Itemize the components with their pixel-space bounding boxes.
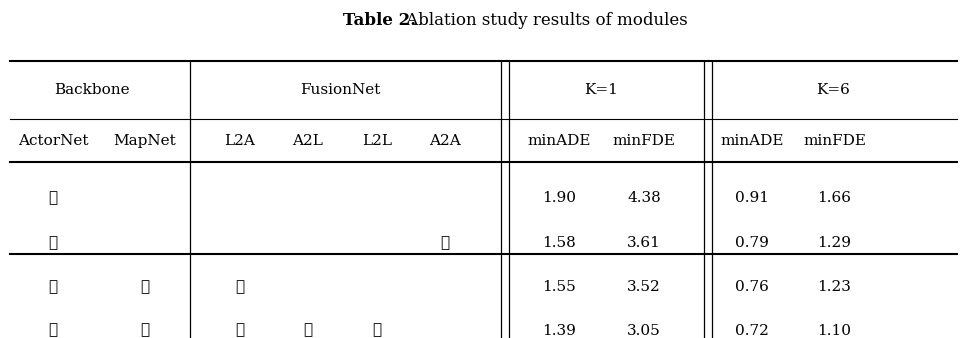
- Text: L2A: L2A: [224, 134, 255, 148]
- Text: 1.39: 1.39: [542, 323, 576, 338]
- Text: ✓: ✓: [48, 280, 58, 294]
- Text: Backbone: Backbone: [54, 83, 130, 97]
- Text: 1.55: 1.55: [542, 280, 575, 294]
- Text: L2L: L2L: [362, 134, 393, 148]
- Text: minADE: minADE: [720, 134, 784, 148]
- Text: 3.52: 3.52: [628, 280, 660, 294]
- Text: 4.38: 4.38: [628, 191, 660, 205]
- Text: K=1: K=1: [584, 83, 619, 97]
- Text: ✓: ✓: [140, 280, 150, 294]
- Text: A2A: A2A: [429, 134, 460, 148]
- Text: ✓: ✓: [372, 323, 382, 338]
- Text: 1.10: 1.10: [817, 323, 852, 338]
- Text: 1.90: 1.90: [542, 191, 576, 205]
- Text: minFDE: minFDE: [803, 134, 866, 148]
- Text: ✓: ✓: [48, 323, 58, 338]
- Text: 1.66: 1.66: [817, 191, 852, 205]
- Text: ✓: ✓: [235, 323, 245, 338]
- Text: minADE: minADE: [527, 134, 591, 148]
- Text: ActorNet: ActorNet: [18, 134, 88, 148]
- Text: ✓: ✓: [140, 323, 150, 338]
- Text: ✓: ✓: [440, 236, 450, 250]
- Text: 3.05: 3.05: [628, 323, 660, 338]
- Text: 1.29: 1.29: [817, 236, 852, 250]
- Text: 0.79: 0.79: [735, 236, 770, 250]
- Text: FusionNet: FusionNet: [300, 83, 381, 97]
- Text: 3.61: 3.61: [627, 236, 661, 250]
- Text: Table 2.: Table 2.: [343, 12, 417, 29]
- Text: 0.91: 0.91: [735, 191, 770, 205]
- Text: 0.76: 0.76: [735, 280, 770, 294]
- Text: 1.58: 1.58: [542, 236, 575, 250]
- Text: MapNet: MapNet: [114, 134, 176, 148]
- Text: A2L: A2L: [292, 134, 323, 148]
- Text: ✓: ✓: [235, 280, 245, 294]
- Text: ✓: ✓: [303, 323, 312, 338]
- Text: minFDE: minFDE: [612, 134, 676, 148]
- Text: 1.23: 1.23: [817, 280, 852, 294]
- Text: 0.72: 0.72: [735, 323, 770, 338]
- Text: Ablation study results of modules: Ablation study results of modules: [401, 12, 689, 29]
- Text: ✓: ✓: [48, 236, 58, 250]
- Text: K=6: K=6: [816, 83, 851, 97]
- Text: ✓: ✓: [48, 191, 58, 205]
